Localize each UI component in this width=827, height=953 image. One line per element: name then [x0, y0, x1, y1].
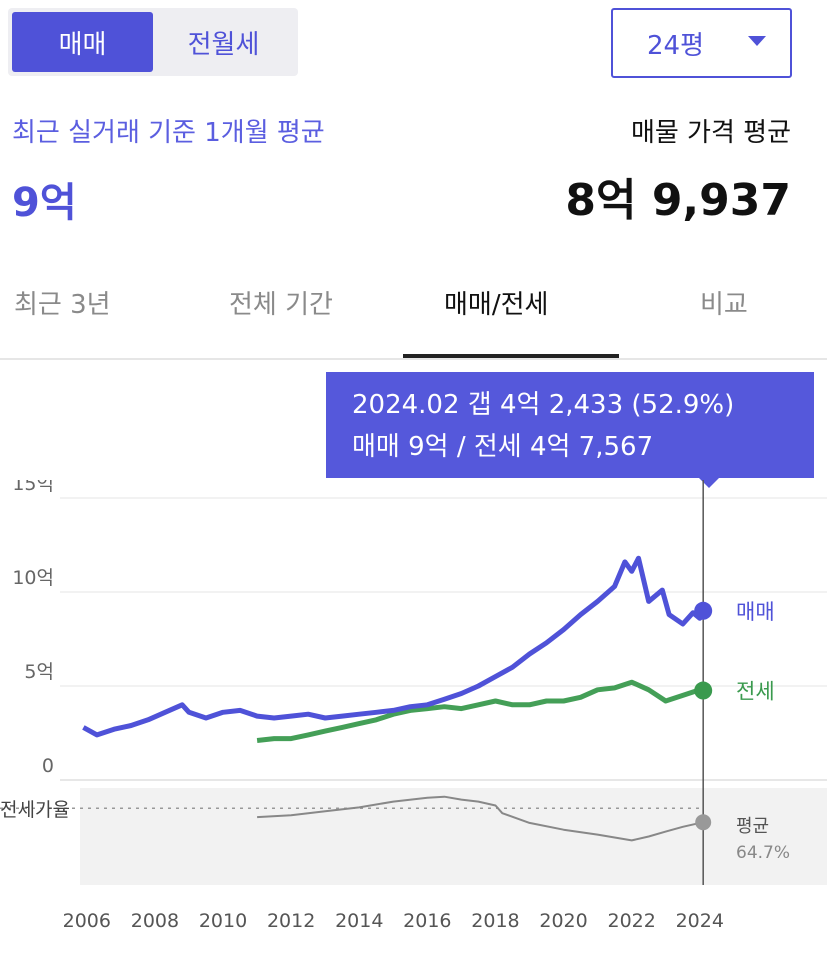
listing-average-price: 8억 9,937 [565, 175, 791, 226]
x-tick-label: 2020 [539, 910, 587, 932]
y-tick-label: 5억 [24, 661, 54, 683]
tab-all-period[interactable]: 전체 기간 [229, 290, 333, 320]
series-line-sale [82, 555, 706, 738]
x-tick-label: 2012 [267, 910, 315, 932]
x-tick-label: 2016 [403, 910, 451, 932]
recent-trade-label: 최근 실거래 기준 1개월 평균 [12, 118, 325, 148]
legend-sale: 매매 [736, 600, 775, 624]
ratio-end-marker [695, 814, 712, 831]
tab-buy-jeonse[interactable]: 매매/전세 [444, 290, 549, 320]
x-tick-label: 2006 [63, 910, 111, 932]
buy-toggle-button[interactable]: 매매 [12, 12, 153, 72]
y-tick-label: 0 [42, 755, 54, 777]
x-tick-label: 2022 [607, 910, 655, 932]
ratio-panel-bg [80, 788, 827, 885]
jeonse-end-marker [694, 681, 713, 700]
period-tabs: 최근 3년 전체 기간 매매/전세 비교 [0, 270, 827, 360]
series-line-jeonse-ratio [257, 795, 704, 842]
size-dropdown-value: 24평 [647, 30, 705, 61]
x-tick-label: 2010 [199, 910, 247, 932]
tooltip-gap-line: 2024.02 갭 4억 2,433 (52.9%) [352, 390, 735, 420]
y-tick-label: 15억 [12, 480, 54, 495]
trade-type-toggle: 매매 전월세 [8, 8, 298, 76]
recent-trade-price: 9억 [12, 180, 77, 226]
lease-toggle-button[interactable]: 전월세 [187, 29, 260, 60]
x-tick-label: 2008 [131, 910, 179, 932]
size-dropdown[interactable]: 24평 [611, 8, 792, 78]
sale-end-marker [694, 601, 713, 620]
tab-compare[interactable]: 비교 [700, 290, 748, 320]
ratio-average-value: 64.7% [736, 843, 790, 863]
legend-jeonse: 전세 [736, 680, 775, 704]
tooltip-arrow [699, 478, 719, 488]
tooltip-prices-line: 매매 9억 / 전세 4억 7,567 [352, 432, 654, 462]
listing-average-label: 매물 가격 평균 [630, 118, 791, 148]
ratio-axis-label: 전세가율 [0, 799, 70, 821]
y-tick-label: 10억 [12, 567, 54, 589]
x-tick-label: 2024 [676, 910, 724, 932]
series-line-jeonse [256, 679, 704, 743]
active-tab-indicator [403, 354, 619, 358]
price-chart[interactable]: 15억 10억 5억 0 전세가율 2006 2008 2010 2012 2014 2016 201… [0, 480, 827, 950]
x-tick-label: 2018 [471, 910, 519, 932]
ratio-average-label: 평균 [736, 816, 769, 837]
chart-tooltip: 2024.02 갭 4억 2,433 (52.9%) 매매 9억 / 전세 4억… [326, 372, 814, 488]
x-tick-label: 2014 [335, 910, 383, 932]
tab-recent-3y[interactable]: 최근 3년 [14, 290, 111, 320]
caret-down-icon [748, 36, 766, 46]
